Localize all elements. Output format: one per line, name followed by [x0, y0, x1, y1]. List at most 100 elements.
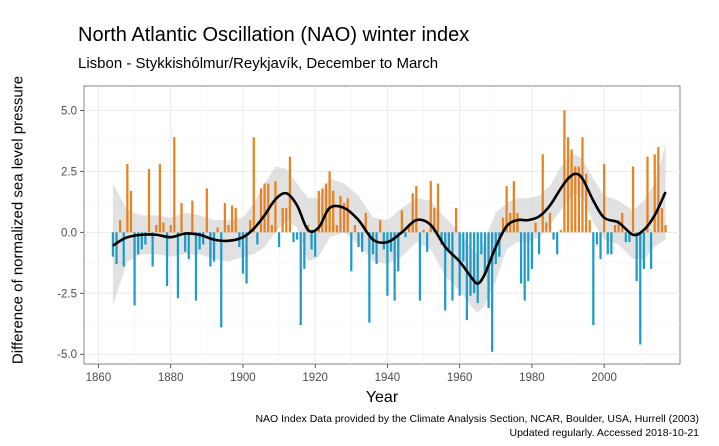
bar-negative — [491, 232, 494, 352]
bar-negative — [115, 232, 118, 265]
x-tick-label: 1960 — [447, 372, 473, 384]
bar-positive — [563, 110, 566, 233]
bar-negative — [552, 232, 555, 240]
y-tick-label: 5.0 — [61, 105, 77, 117]
bar-positive — [570, 149, 573, 233]
bar-negative — [122, 232, 125, 267]
x-axis: 1860 1880 1900 1920 1940 1960 1980 2000 — [86, 364, 617, 384]
bar-negative — [187, 232, 190, 260]
bar-negative — [397, 232, 400, 272]
bar-negative — [523, 232, 526, 301]
bar-negative — [487, 232, 490, 308]
bar-negative — [426, 232, 429, 252]
x-axis-title: Year — [366, 389, 399, 406]
bar-negative — [447, 232, 450, 252]
bar-positive — [230, 205, 234, 233]
bar-negative — [592, 232, 595, 325]
bar-negative — [458, 232, 461, 296]
bar-positive — [324, 183, 328, 233]
bar-negative — [133, 232, 136, 306]
bar-negative — [595, 232, 599, 245]
bar-negative — [465, 232, 469, 321]
bar-negative — [440, 232, 443, 245]
bar-positive — [613, 225, 617, 233]
bar-negative — [277, 232, 281, 247]
bar-negative — [299, 232, 302, 325]
smoothed-line-group — [112, 172, 667, 285]
bar-positive — [328, 171, 331, 233]
bar-positive — [621, 212, 624, 233]
bar-positive — [126, 164, 129, 233]
caption-line-2: Updated regularly. Accessed 2018-10-21 — [509, 427, 699, 439]
bar-positive — [566, 137, 570, 233]
bar-negative — [483, 232, 487, 277]
bar-negative — [635, 232, 638, 282]
bar-positive — [270, 225, 273, 233]
bar-positive — [657, 146, 660, 233]
bar-negative — [310, 232, 313, 250]
bar-negative — [245, 232, 248, 284]
bar-negative — [314, 232, 317, 257]
bar-negative — [350, 232, 353, 272]
bar-positive — [155, 225, 158, 233]
smooth-confidence-band — [112, 144, 666, 313]
bar-negative — [610, 232, 613, 255]
bar-positive — [581, 137, 584, 233]
bar-positive — [505, 185, 508, 233]
bar-positive — [364, 212, 367, 233]
y-tick-label: -2.5 — [57, 288, 77, 300]
bar-negative — [220, 232, 223, 328]
y-tick-label: 2.5 — [61, 166, 77, 178]
bar-negative — [599, 232, 602, 260]
bar-negative — [375, 232, 378, 265]
x-tick-label: 1940 — [375, 372, 401, 384]
caption-line-1: NAO Index Data provided by the Climate A… — [255, 413, 699, 425]
bar-positive — [429, 181, 432, 233]
x-tick-label: 1980 — [519, 372, 545, 384]
bar-positive — [559, 229, 562, 233]
bar-positive — [541, 154, 544, 233]
bar-positive — [173, 137, 176, 233]
bar-positive — [584, 173, 588, 233]
bar-negative — [151, 232, 154, 267]
bar-positive — [577, 166, 580, 233]
bar-negative — [462, 232, 465, 262]
chart-title: North Atlantic Oscillation (NAO) winter … — [78, 24, 470, 46]
bar-positive — [158, 164, 161, 233]
bar-positive — [169, 225, 172, 233]
bar-negative — [292, 232, 295, 243]
bar-negative — [184, 232, 187, 252]
y-axis: -5.0 -2.5 0.0 2.5 5.0 — [57, 105, 84, 361]
x-tick-label: 1860 — [86, 372, 112, 384]
bar-positive — [574, 166, 577, 233]
bar-negative — [444, 232, 447, 311]
y-tick-label: -5.0 — [57, 349, 77, 361]
chart-subtitle: Lisbon - Stykkishólmur/Reykjavík, Decemb… — [78, 55, 439, 72]
bar-positive — [191, 200, 194, 233]
bar-positive — [259, 188, 263, 233]
bar-positive — [407, 225, 411, 233]
bar-negative — [140, 232, 143, 250]
bar-positive — [249, 220, 252, 233]
bar-negative — [418, 232, 422, 301]
bar-positive — [317, 190, 320, 233]
bar-positive — [346, 198, 349, 233]
bar-negative — [209, 232, 212, 267]
bar-negative — [480, 232, 483, 255]
chart-caption: NAO Index Data provided by the Climate A… — [255, 412, 699, 440]
bar-negative — [639, 232, 642, 345]
bar-positive — [454, 207, 458, 233]
bar-negative — [144, 232, 147, 245]
bar-positive — [415, 185, 418, 233]
bar-positive — [129, 190, 133, 233]
bar-positive — [339, 195, 342, 233]
bar-negative — [295, 232, 299, 240]
bar-negative — [241, 232, 245, 274]
bar-positive — [653, 154, 656, 233]
bar-positive — [147, 168, 151, 233]
bar-negative — [202, 232, 205, 245]
bar-negative — [303, 232, 306, 269]
bar-positive — [281, 207, 284, 233]
bar-positive — [422, 229, 425, 233]
